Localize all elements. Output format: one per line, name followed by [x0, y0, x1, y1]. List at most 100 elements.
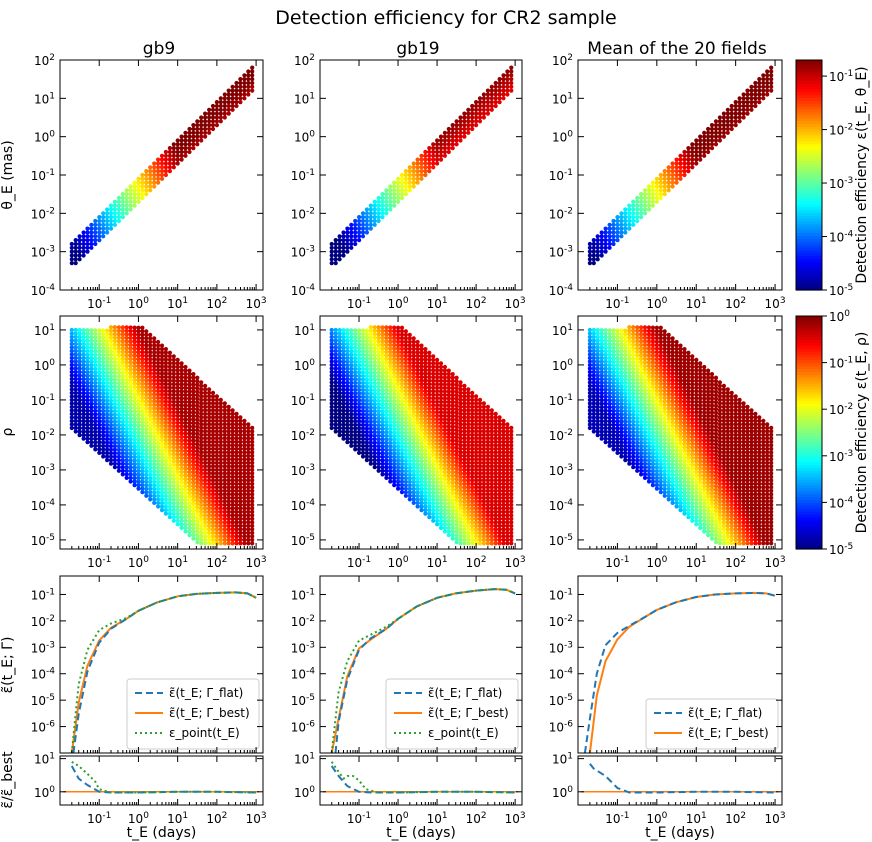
heat-cell: [120, 437, 125, 442]
heat-cell: [591, 253, 596, 258]
heat-cell: [105, 451, 110, 456]
heat-cell: [372, 433, 377, 438]
heat-cell: [85, 433, 90, 438]
heat-cell: [380, 335, 385, 340]
heat-cell: [403, 483, 408, 488]
heat-cell: [226, 534, 231, 539]
heat-cell: [399, 176, 405, 181]
heat-cell: [230, 520, 235, 525]
heat-cell: [384, 444, 389, 449]
heat-cell: [353, 366, 358, 371]
heat-cell: [407, 483, 412, 488]
heat-cell: [218, 422, 223, 427]
heat-cell: [101, 391, 106, 396]
heat-cell: [179, 455, 184, 460]
heat-cell: [140, 395, 145, 400]
heat-cell: [73, 418, 78, 424]
heat-cell: [761, 88, 766, 93]
heat-cell: [497, 415, 502, 420]
heat-cell: [203, 474, 208, 479]
heat-cell: [163, 417, 168, 422]
heat-cell: [179, 385, 184, 390]
heat-cell: [218, 418, 223, 423]
heat-cell: [167, 169, 172, 174]
heat-cell: [203, 527, 208, 532]
heat-cell: [341, 426, 346, 431]
heat-cell: [218, 464, 223, 469]
heat-cell: [89, 433, 94, 438]
heat-cell: [333, 404, 338, 410]
heat-cell: [171, 396, 176, 401]
heat-cell: [234, 513, 239, 518]
heat-cell: [124, 370, 129, 375]
heat-cell: [353, 380, 358, 385]
heat-cell: [97, 238, 102, 243]
heat-cell: [222, 103, 227, 109]
heat-cell: [101, 328, 106, 333]
heat-cell: [635, 199, 640, 204]
heat-cell: [128, 398, 133, 404]
heat-cell: [222, 520, 227, 525]
heat-cell: [124, 412, 129, 417]
heat-cell: [159, 354, 165, 359]
heat-cell: [364, 222, 369, 227]
heat-cell: [246, 450, 251, 455]
heat-cell: [187, 477, 192, 482]
heat-cell: [368, 409, 373, 414]
heat-cell: [101, 230, 106, 235]
heat-cell: [357, 331, 362, 337]
heat-cell: [341, 373, 346, 378]
heat-cell: [654, 195, 660, 201]
heat-cell: [380, 342, 385, 347]
heat-cell: [132, 406, 137, 411]
heat-cell: [442, 138, 447, 143]
heat-cell: [183, 459, 188, 464]
heat-cell: [658, 188, 663, 193]
heat-cell: [179, 476, 184, 481]
heat-cell: [191, 375, 196, 380]
heat-cell: [376, 388, 381, 393]
heat-cell: [337, 245, 342, 250]
heat-cell: [360, 331, 366, 337]
heat-cell: [159, 165, 165, 170]
heat-cell: [179, 469, 184, 474]
heat-cell: [207, 485, 212, 490]
heat-cell: [364, 395, 369, 400]
heat-cell: [246, 495, 251, 500]
heat-cell: [140, 343, 145, 348]
heat-cell: [234, 88, 239, 93]
heat-cell: [218, 499, 223, 504]
heat-cell: [611, 218, 616, 224]
heat-cell: [214, 111, 219, 116]
heat-cell: [694, 157, 699, 162]
heat-cell: [329, 376, 334, 382]
heat-cell: [329, 415, 334, 420]
heat-cell: [195, 138, 200, 143]
heat-cell: [411, 486, 416, 491]
heat-cell: [407, 490, 412, 495]
heat-cell: [199, 138, 204, 143]
heat-cell: [368, 207, 373, 212]
heat-cell: [116, 346, 121, 351]
heat-cell: [392, 430, 397, 435]
heat-cell: [761, 73, 766, 78]
heat-cell: [101, 211, 106, 216]
heat-cell: [364, 430, 369, 435]
heat-cell: [230, 530, 235, 536]
heat-cell: [242, 485, 247, 490]
heat-cell: [156, 172, 161, 178]
heat-cell: [242, 429, 247, 434]
heat-cell: [372, 454, 377, 459]
heat-cell: [120, 458, 125, 463]
heat-cell: [497, 88, 502, 93]
heat-cell: [353, 234, 358, 239]
heat-cell: [85, 436, 90, 441]
heat-cell: [210, 530, 216, 536]
heat-cell: [124, 381, 129, 386]
heat-cell: [207, 408, 212, 413]
heat-cell: [85, 373, 90, 378]
heat-cell: [175, 518, 180, 523]
heat-cell: [77, 380, 82, 385]
heat-cell: [399, 188, 405, 193]
heat-cell: [124, 353, 129, 358]
